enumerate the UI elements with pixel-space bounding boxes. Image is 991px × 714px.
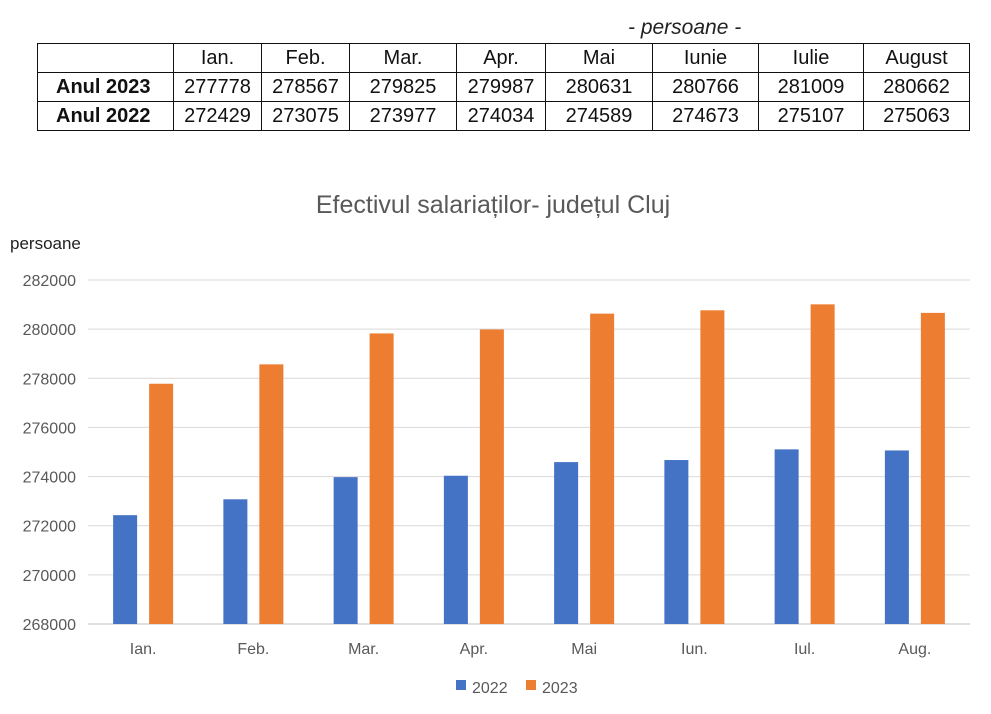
table-row-label: Anul 2023 bbox=[37, 72, 174, 102]
data-table: Ian. Feb. Mar. Apr. Mai Iunie Iulie Augu… bbox=[37, 43, 970, 131]
table-cell: 275107 bbox=[758, 101, 864, 131]
table-cell: 272429 bbox=[173, 101, 262, 131]
y-axis-label: persoane bbox=[10, 234, 81, 253]
chart-title: Efectivul salariaților- județul Cluj bbox=[316, 191, 670, 219]
bar-2023 bbox=[590, 313, 615, 624]
table-cell: 273075 bbox=[261, 101, 350, 131]
table-cell: 280662 bbox=[863, 72, 970, 102]
bar-2023 bbox=[479, 329, 504, 624]
legend-swatch-2023 bbox=[526, 680, 536, 690]
y-tick-label: 280000 bbox=[23, 322, 76, 339]
table-cell: 274034 bbox=[456, 101, 546, 131]
table-cell: 280766 bbox=[652, 72, 759, 102]
table-header-cell: Mai bbox=[545, 43, 653, 73]
x-tick-label: Iun. bbox=[681, 641, 708, 658]
bar-2022 bbox=[443, 475, 468, 624]
table-cell: 281009 bbox=[758, 72, 864, 102]
table-cell: 277778 bbox=[173, 72, 262, 102]
table-header-row: Ian. Feb. Mar. Apr. Mai Iunie Iulie Augu… bbox=[37, 43, 970, 73]
legend: 2022 2023 bbox=[456, 680, 578, 697]
table-header-cell: Iunie bbox=[652, 43, 759, 73]
table-cell: 273977 bbox=[349, 101, 457, 131]
y-tick-label: 274000 bbox=[23, 470, 76, 487]
table-header-cell: Ian. bbox=[173, 43, 262, 73]
y-tick-label: 270000 bbox=[23, 568, 76, 585]
y-tick-label: 272000 bbox=[23, 519, 76, 536]
x-tick-labels: Ian. Feb. Mar. Apr. Mai Iun. Iul. Aug. bbox=[130, 641, 932, 658]
y-tick-label: 278000 bbox=[23, 371, 76, 388]
x-tick-label: Mai bbox=[571, 641, 597, 658]
table-cell: 274589 bbox=[545, 101, 653, 131]
bar-2022 bbox=[554, 462, 579, 624]
table-corner-cell bbox=[37, 43, 174, 73]
table-cell: 274673 bbox=[652, 101, 759, 131]
bar-2023 bbox=[369, 333, 394, 624]
bars bbox=[113, 304, 945, 624]
bar-2022 bbox=[223, 499, 248, 624]
x-tick-label: Apr. bbox=[460, 641, 488, 658]
y-tick-label: 268000 bbox=[23, 617, 76, 634]
table-cell: 279987 bbox=[456, 72, 546, 102]
x-tick-label: Mar. bbox=[348, 641, 379, 658]
bar-2023 bbox=[810, 304, 835, 624]
bar-2023 bbox=[920, 312, 945, 624]
table-row-label: Anul 2022 bbox=[37, 101, 174, 131]
unit-note: - persoane - bbox=[628, 16, 742, 39]
table-cell: 280631 bbox=[545, 72, 653, 102]
legend-swatch-2022 bbox=[456, 680, 466, 690]
bar-2022 bbox=[884, 450, 909, 624]
bar-2022 bbox=[664, 460, 689, 624]
x-tick-label: Ian. bbox=[130, 641, 157, 658]
bar-chart: Efectivul salariaților- județul Cluj per… bbox=[0, 150, 991, 714]
y-tick-label: 282000 bbox=[23, 273, 76, 290]
table-header-cell: Iulie bbox=[758, 43, 864, 73]
table-cell: 279825 bbox=[349, 72, 457, 102]
x-tick-label: Feb. bbox=[237, 641, 269, 658]
gridlines bbox=[88, 279, 970, 625]
bar-2023 bbox=[700, 310, 725, 624]
chart-svg: Efectivul salariaților- județul Cluj per… bbox=[10, 191, 970, 697]
table-row: Anul 2022 272429 273075 273977 274034 27… bbox=[37, 101, 970, 131]
y-tick-label: 276000 bbox=[23, 420, 76, 437]
bar-2023 bbox=[259, 364, 284, 624]
x-tick-label: Iul. bbox=[794, 641, 815, 658]
table-header-cell: Mar. bbox=[349, 43, 457, 73]
bar-2022 bbox=[113, 515, 138, 624]
bar-2022 bbox=[333, 477, 358, 624]
table-row: Anul 2023 277778 278567 279825 279987 28… bbox=[37, 72, 970, 102]
legend-label: 2023 bbox=[542, 680, 578, 697]
legend-label: 2022 bbox=[472, 680, 508, 697]
y-tick-labels: 268000 270000 272000 274000 276000 278000 2800… bbox=[23, 273, 76, 634]
table-cell: 278567 bbox=[261, 72, 350, 102]
table-cell: 275063 bbox=[863, 101, 970, 131]
x-tick-label: Aug. bbox=[898, 641, 931, 658]
table-header-cell: Feb. bbox=[261, 43, 350, 73]
bar-2023 bbox=[149, 383, 174, 624]
table-header-cell: Apr. bbox=[456, 43, 546, 73]
bar-2022 bbox=[774, 449, 799, 624]
table-header-cell: August bbox=[863, 43, 970, 73]
